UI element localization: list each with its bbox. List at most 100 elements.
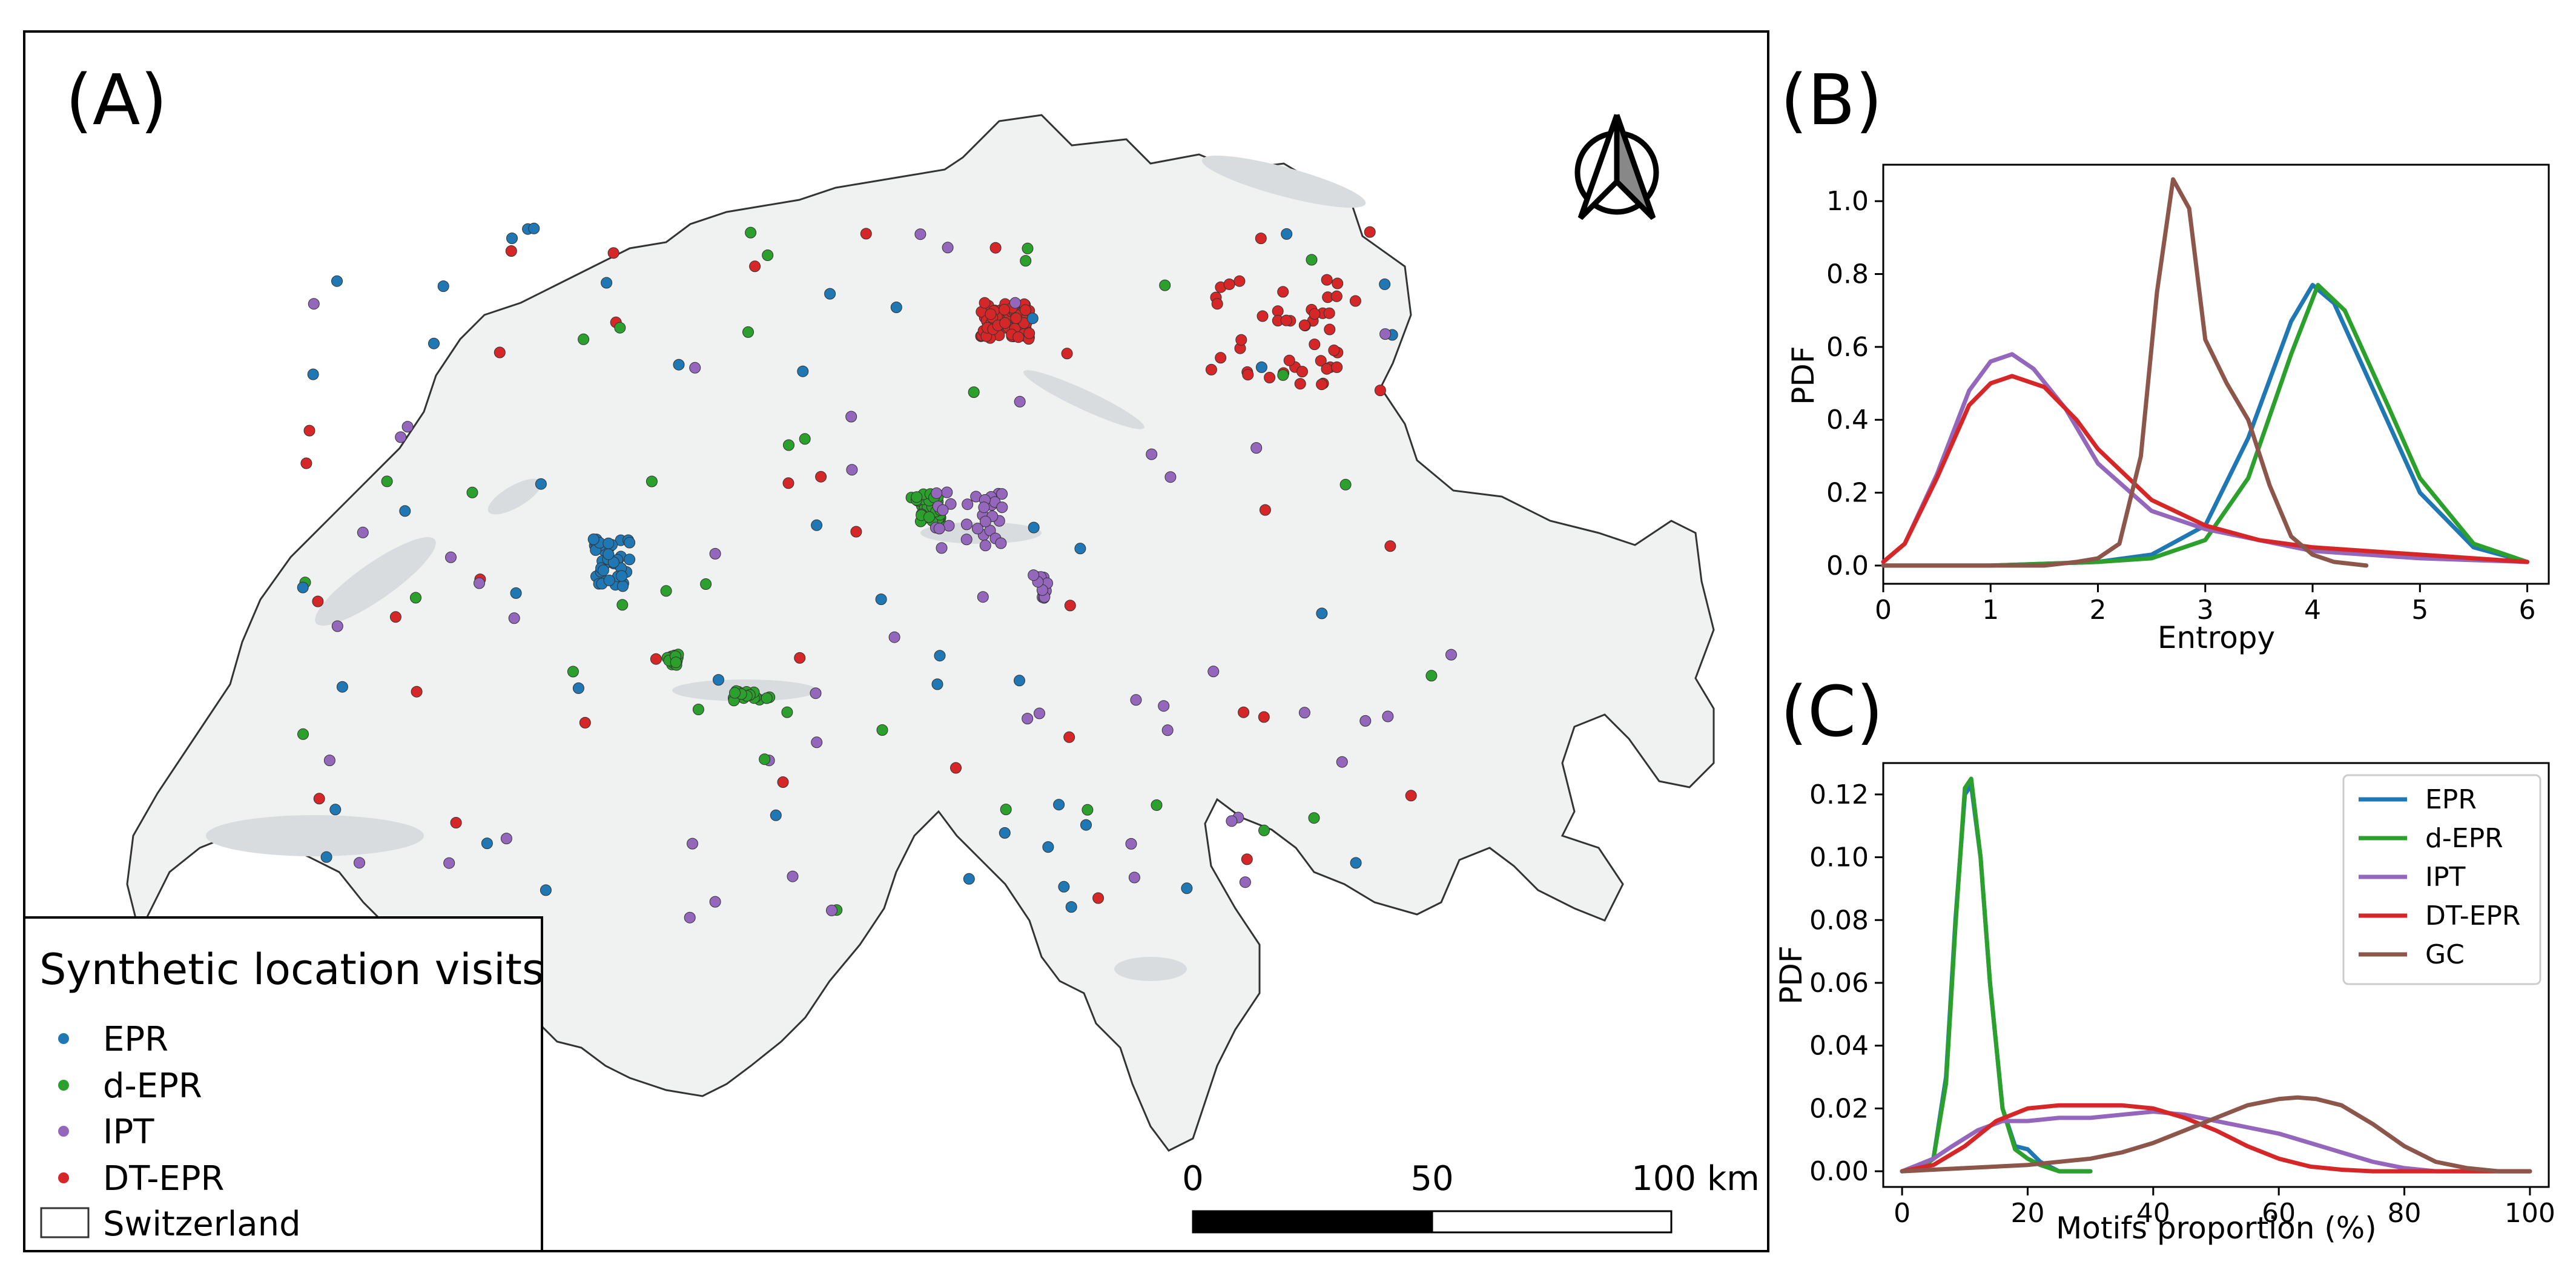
map-point	[616, 570, 628, 582]
map-point	[603, 574, 615, 586]
map-point	[481, 838, 493, 850]
map-point	[572, 682, 584, 694]
map-point	[1379, 328, 1392, 340]
map-point	[1294, 378, 1306, 390]
map-point	[1020, 255, 1032, 267]
chart-c-legend: EPR d-EPR IPT DT-EPR GC	[2342, 774, 2541, 985]
map-point	[890, 302, 902, 313]
map-point	[1239, 876, 1251, 888]
chart-c-lines	[1900, 776, 2532, 1174]
map-point	[1316, 378, 1328, 391]
map-point	[689, 362, 701, 374]
map-point	[587, 534, 599, 545]
map-point	[1259, 504, 1271, 516]
map-point	[381, 475, 393, 487]
map-point	[1205, 363, 1217, 375]
chart-c-xlabel: Motifs proportion (%)	[2056, 1211, 2377, 1246]
map-point	[535, 478, 547, 490]
lake	[1201, 155, 1366, 208]
map-point	[617, 580, 629, 592]
map-point	[937, 504, 949, 516]
map-point	[1014, 675, 1025, 687]
map-point	[313, 793, 325, 805]
map-point	[1379, 278, 1391, 290]
chart-b-ytick-label: 0.0	[1826, 550, 1869, 581]
legend-label-depr: d-EPR	[103, 1066, 202, 1106]
map-point	[1000, 804, 1012, 816]
map-point	[1258, 711, 1270, 723]
map-point	[826, 904, 837, 916]
map-point	[510, 587, 522, 599]
map-point	[1014, 395, 1026, 408]
map-point	[824, 288, 836, 300]
chart-c-ytick-label: 0.00	[1809, 1156, 1869, 1187]
map-point	[1158, 700, 1170, 712]
map-point	[933, 523, 945, 535]
map-point	[963, 873, 975, 885]
map-point	[1257, 310, 1269, 322]
scale-label-0: 0	[1182, 1159, 1204, 1198]
panel-label-b: (B)	[1780, 60, 1883, 141]
map-point	[1026, 312, 1039, 325]
map-point	[1074, 543, 1086, 555]
map-point	[1130, 694, 1142, 706]
series-line-gc	[1900, 1095, 2532, 1174]
map-point	[1308, 812, 1320, 824]
map-point	[336, 681, 348, 693]
chart-b-xtick-label: 5	[2411, 595, 2428, 626]
map-point	[1034, 707, 1045, 719]
map-point	[312, 595, 324, 607]
map-point	[1028, 521, 1040, 534]
map-point	[1277, 286, 1289, 298]
map-point	[936, 542, 948, 554]
map-point	[1283, 354, 1295, 366]
chart-c-ytick-label: 0.12	[1809, 779, 1869, 810]
map-point	[1445, 649, 1457, 661]
map-point	[1159, 279, 1171, 291]
map-point	[395, 431, 407, 443]
map-point	[1382, 710, 1394, 722]
map-point	[782, 477, 794, 489]
legend-label-epr: EPR	[103, 1020, 168, 1059]
map-point	[1281, 228, 1293, 240]
map-legend-box	[23, 916, 543, 1252]
chart-c-xtick-label: 20	[2010, 1198, 2044, 1229]
chart-b-xlabel: Entropy	[2158, 620, 2275, 655]
map-point	[979, 297, 991, 309]
map-point	[709, 547, 721, 560]
chart-c-legend-box	[2342, 774, 2541, 985]
map-point	[300, 457, 312, 469]
chart-c-legend-items: EPR d-EPR IPT DT-EPR GC	[2359, 784, 2521, 970]
map-point	[437, 280, 449, 292]
map-point	[943, 520, 955, 532]
chart-c-ytick-label: 0.10	[1809, 842, 1869, 873]
map-point	[850, 526, 862, 538]
map-point	[968, 386, 980, 398]
map-point	[670, 656, 682, 669]
map-point	[941, 486, 953, 498]
chart-b-xtick-label: 2	[2090, 595, 2107, 626]
map-point	[508, 612, 520, 624]
map-point	[979, 540, 991, 552]
legend-marker-epr	[58, 1033, 69, 1044]
map-point	[1082, 804, 1094, 816]
chart-b-frame	[1882, 164, 2550, 585]
chart-c-xtick-label: 80	[2388, 1198, 2422, 1229]
map-point	[1364, 226, 1376, 238]
map-point	[762, 250, 774, 261]
map-point	[781, 706, 793, 718]
map-point	[540, 884, 552, 896]
map-point	[1255, 233, 1267, 245]
chart-c-ticks: 0 20 40 60 80 100 0.00 0.02 0.04 0.06 0.08 0.10 0.12	[1809, 779, 2555, 1229]
map-point	[1331, 361, 1343, 373]
map-point	[1255, 361, 1267, 373]
map-point	[787, 870, 799, 882]
map-point	[1092, 892, 1105, 904]
map-point	[597, 564, 609, 577]
chart-b-ylabel: PDF	[1786, 346, 1821, 405]
map-point	[810, 687, 822, 699]
map-point	[505, 245, 517, 257]
map-point	[999, 303, 1011, 316]
map-point	[528, 222, 540, 234]
series-line-d-epr	[1900, 776, 2093, 1174]
